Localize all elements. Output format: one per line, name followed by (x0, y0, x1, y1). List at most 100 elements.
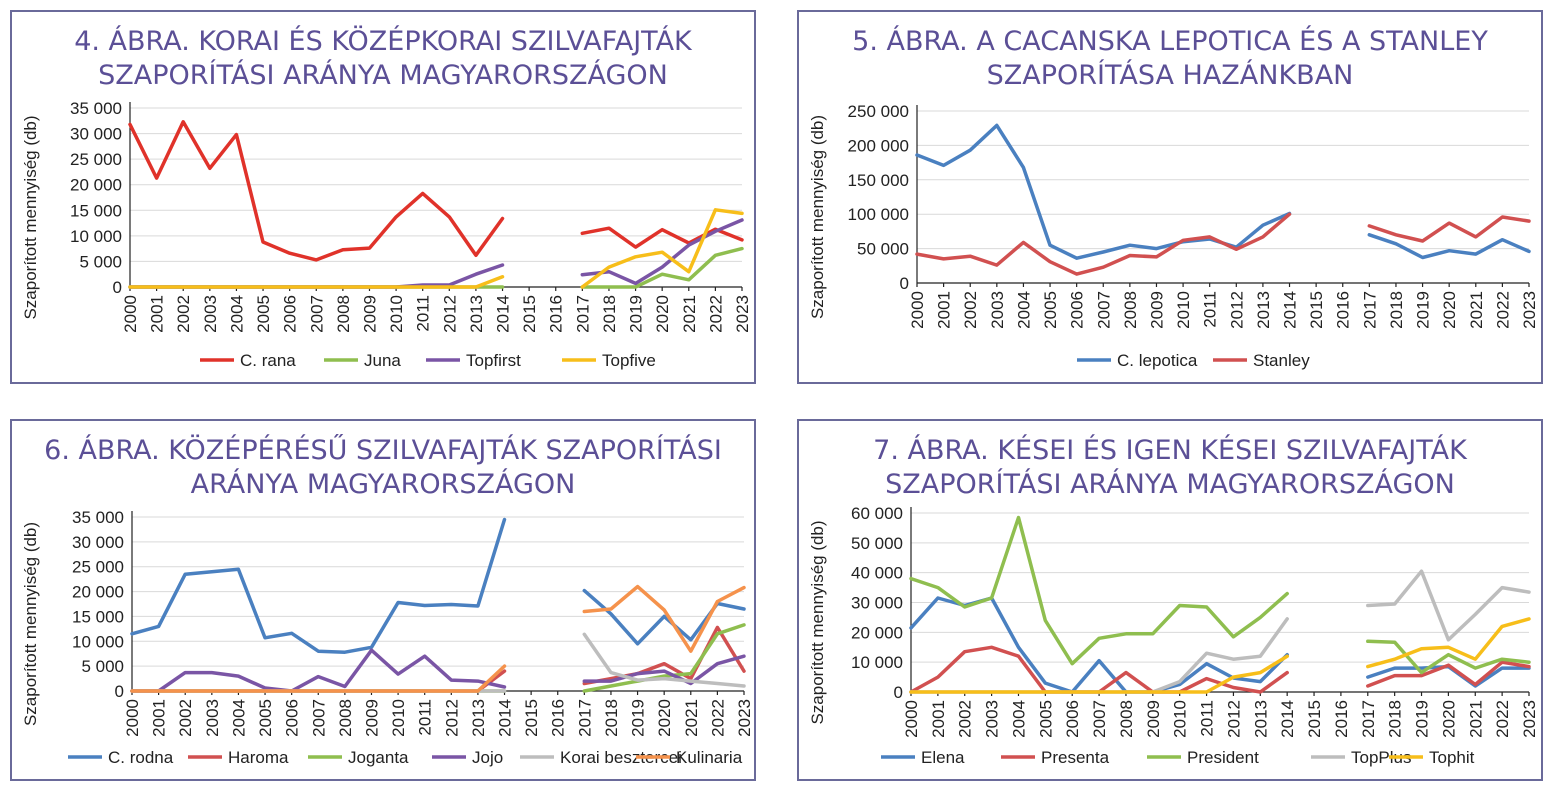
y-tick-label: 30 000 (70, 125, 122, 144)
x-tick-label: 2006 (283, 699, 302, 737)
x-tick-label: 2004 (229, 699, 248, 737)
series-line (130, 625, 746, 693)
x-tick-label: 2011 (414, 295, 433, 332)
y-tick-label: 100 000 (848, 205, 909, 224)
chart-7: 7. ÁBRA. KÉSEI ÉS IGEN KÉSEI SZILVAFAJTÁ… (808, 434, 1539, 767)
x-tick-label: 2005 (254, 295, 273, 333)
y-tick-label: 20 000 (70, 176, 122, 195)
x-tick-label: 2017 (1359, 700, 1378, 738)
legend-label: Juna (364, 351, 401, 370)
x-tick-label: 2021 (680, 295, 699, 333)
x-tick-label: 2022 (1493, 291, 1512, 329)
x-tick-label: 2009 (1144, 700, 1163, 738)
x-tick-label: 2023 (1520, 700, 1539, 738)
legend-entry: Elena (881, 748, 965, 767)
x-tick-label: 2004 (227, 295, 246, 333)
x-tick-label: 2003 (201, 295, 220, 333)
y-tick-label: 35 000 (72, 508, 124, 527)
y-axis-label: Szaporított mennyiség (db) (808, 115, 827, 319)
x-tick-label: 2013 (1254, 291, 1273, 329)
legend-entry: TopPlus (1311, 748, 1411, 767)
y-tick-label: 60 000 (851, 504, 903, 523)
legend-entry: Topfive (562, 351, 656, 370)
x-tick-label: 2019 (1414, 291, 1433, 329)
y-tick-label: 40 000 (851, 564, 903, 583)
legend-label: C. rana (240, 351, 296, 370)
x-tick-label: 2010 (389, 699, 408, 737)
x-tick-label: 2003 (983, 700, 1002, 738)
legend-label: C. rodna (108, 748, 174, 767)
y-tick-label: 0 (900, 274, 909, 293)
x-tick-label: 2020 (655, 699, 674, 737)
y-tick-label: 10 000 (851, 653, 903, 672)
series-path (909, 569, 1531, 694)
y-tick-label: 20 000 (851, 623, 903, 642)
x-tick-label: 2022 (1493, 700, 1512, 738)
x-tick-label: 2007 (309, 699, 328, 737)
x-tick-label: 2010 (387, 295, 406, 333)
x-tick-label: 2018 (600, 295, 619, 333)
x-tick-label: 2008 (334, 295, 353, 333)
chart-6: 6. ÁBRA. KÖZÉPÉRÉSŰ SZILVAFAJTÁK SZAPORÍ… (21, 434, 754, 767)
series-path (909, 515, 1531, 675)
x-tick-label: 2009 (360, 295, 379, 333)
x-tick-label: 2003 (988, 291, 1007, 329)
chart-title-line: 6. ÁBRA. KÖZÉPÉRÉSŰ SZILVAFAJTÁK SZAPORÍ… (44, 434, 722, 466)
legend-label: Haroma (228, 748, 289, 767)
series-line (128, 120, 744, 262)
x-tick-label: 2023 (733, 295, 752, 333)
x-tick-label: 2021 (1467, 291, 1486, 329)
x-tick-label: 2001 (929, 700, 948, 738)
x-tick-label: 2001 (935, 291, 954, 329)
x-tick-label: 2018 (1387, 291, 1406, 329)
chart-4: 4. ÁBRA. KORAI ÉS KÖZÉPKORAI SZILVAFAJTÁ… (21, 25, 752, 370)
x-tick-label: 2006 (1063, 700, 1082, 738)
x-tick-label: 2017 (575, 699, 594, 737)
y-tick-label: 5 000 (81, 657, 124, 676)
series-path (128, 120, 744, 262)
x-tick-label: 2000 (123, 699, 142, 737)
chart-title-line: 4. ÁBRA. KORAI ÉS KÖZÉPKORAI SZILVAFAJTÁ… (74, 25, 693, 57)
legend-entry: Jojo (432, 748, 503, 767)
y-tick-label: 25 000 (70, 150, 122, 169)
legend-entry: Topfirst (426, 351, 521, 370)
y-tick-label: 30 000 (72, 533, 124, 552)
y-tick-label: 0 (115, 682, 124, 701)
x-tick-label: 2019 (627, 295, 646, 333)
legend-entry: Tophit (1389, 748, 1475, 767)
x-tick-label: 2023 (735, 699, 754, 737)
x-tick-label: 2010 (1174, 291, 1193, 329)
chart-title-line: ARÁNYA MAGYARORSZÁGON (191, 468, 576, 500)
chart-title-line: SZAPORÍTÁSI ARÁNYA MAGYARORSZÁGON (885, 468, 1455, 500)
series-line (909, 515, 1531, 675)
legend-entry: Presenta (1001, 748, 1110, 767)
y-tick-label: 50 000 (851, 534, 903, 553)
x-tick-label: 2007 (1090, 700, 1109, 738)
x-tick-label: 2005 (1041, 291, 1060, 329)
x-tick-label: 2008 (1121, 291, 1140, 329)
x-tick-label: 2007 (1094, 291, 1113, 329)
y-tick-label: 0 (113, 278, 122, 297)
series-path (130, 517, 746, 654)
legend-entry: Kulinaria (636, 748, 743, 767)
legend-label: Stanley (1253, 351, 1310, 370)
x-tick-label: 2014 (1278, 700, 1297, 738)
x-tick-label: 2020 (653, 295, 672, 333)
legend-label: C. lepotica (1117, 351, 1198, 370)
y-axis-label: Szaporított mennyiség (db) (21, 115, 40, 319)
x-tick-label: 2000 (121, 295, 140, 333)
legend-entry: Korai besztercei (520, 748, 682, 767)
series-path (130, 632, 746, 693)
x-tick-label: 2008 (336, 699, 355, 737)
x-tick-label: 2016 (549, 699, 568, 737)
y-tick-label: 10 000 (72, 632, 124, 651)
legend-label: Topfirst (466, 351, 521, 370)
series-line (130, 648, 746, 693)
x-tick-label: 2009 (362, 699, 381, 737)
x-tick-label: 2011 (1201, 291, 1220, 328)
series-path (915, 212, 1531, 276)
y-tick-label: 35 000 (70, 99, 122, 118)
legend-label: Kulinaria (676, 748, 743, 767)
x-tick-label: 2000 (902, 700, 921, 738)
legend-label: Jojo (472, 748, 503, 767)
